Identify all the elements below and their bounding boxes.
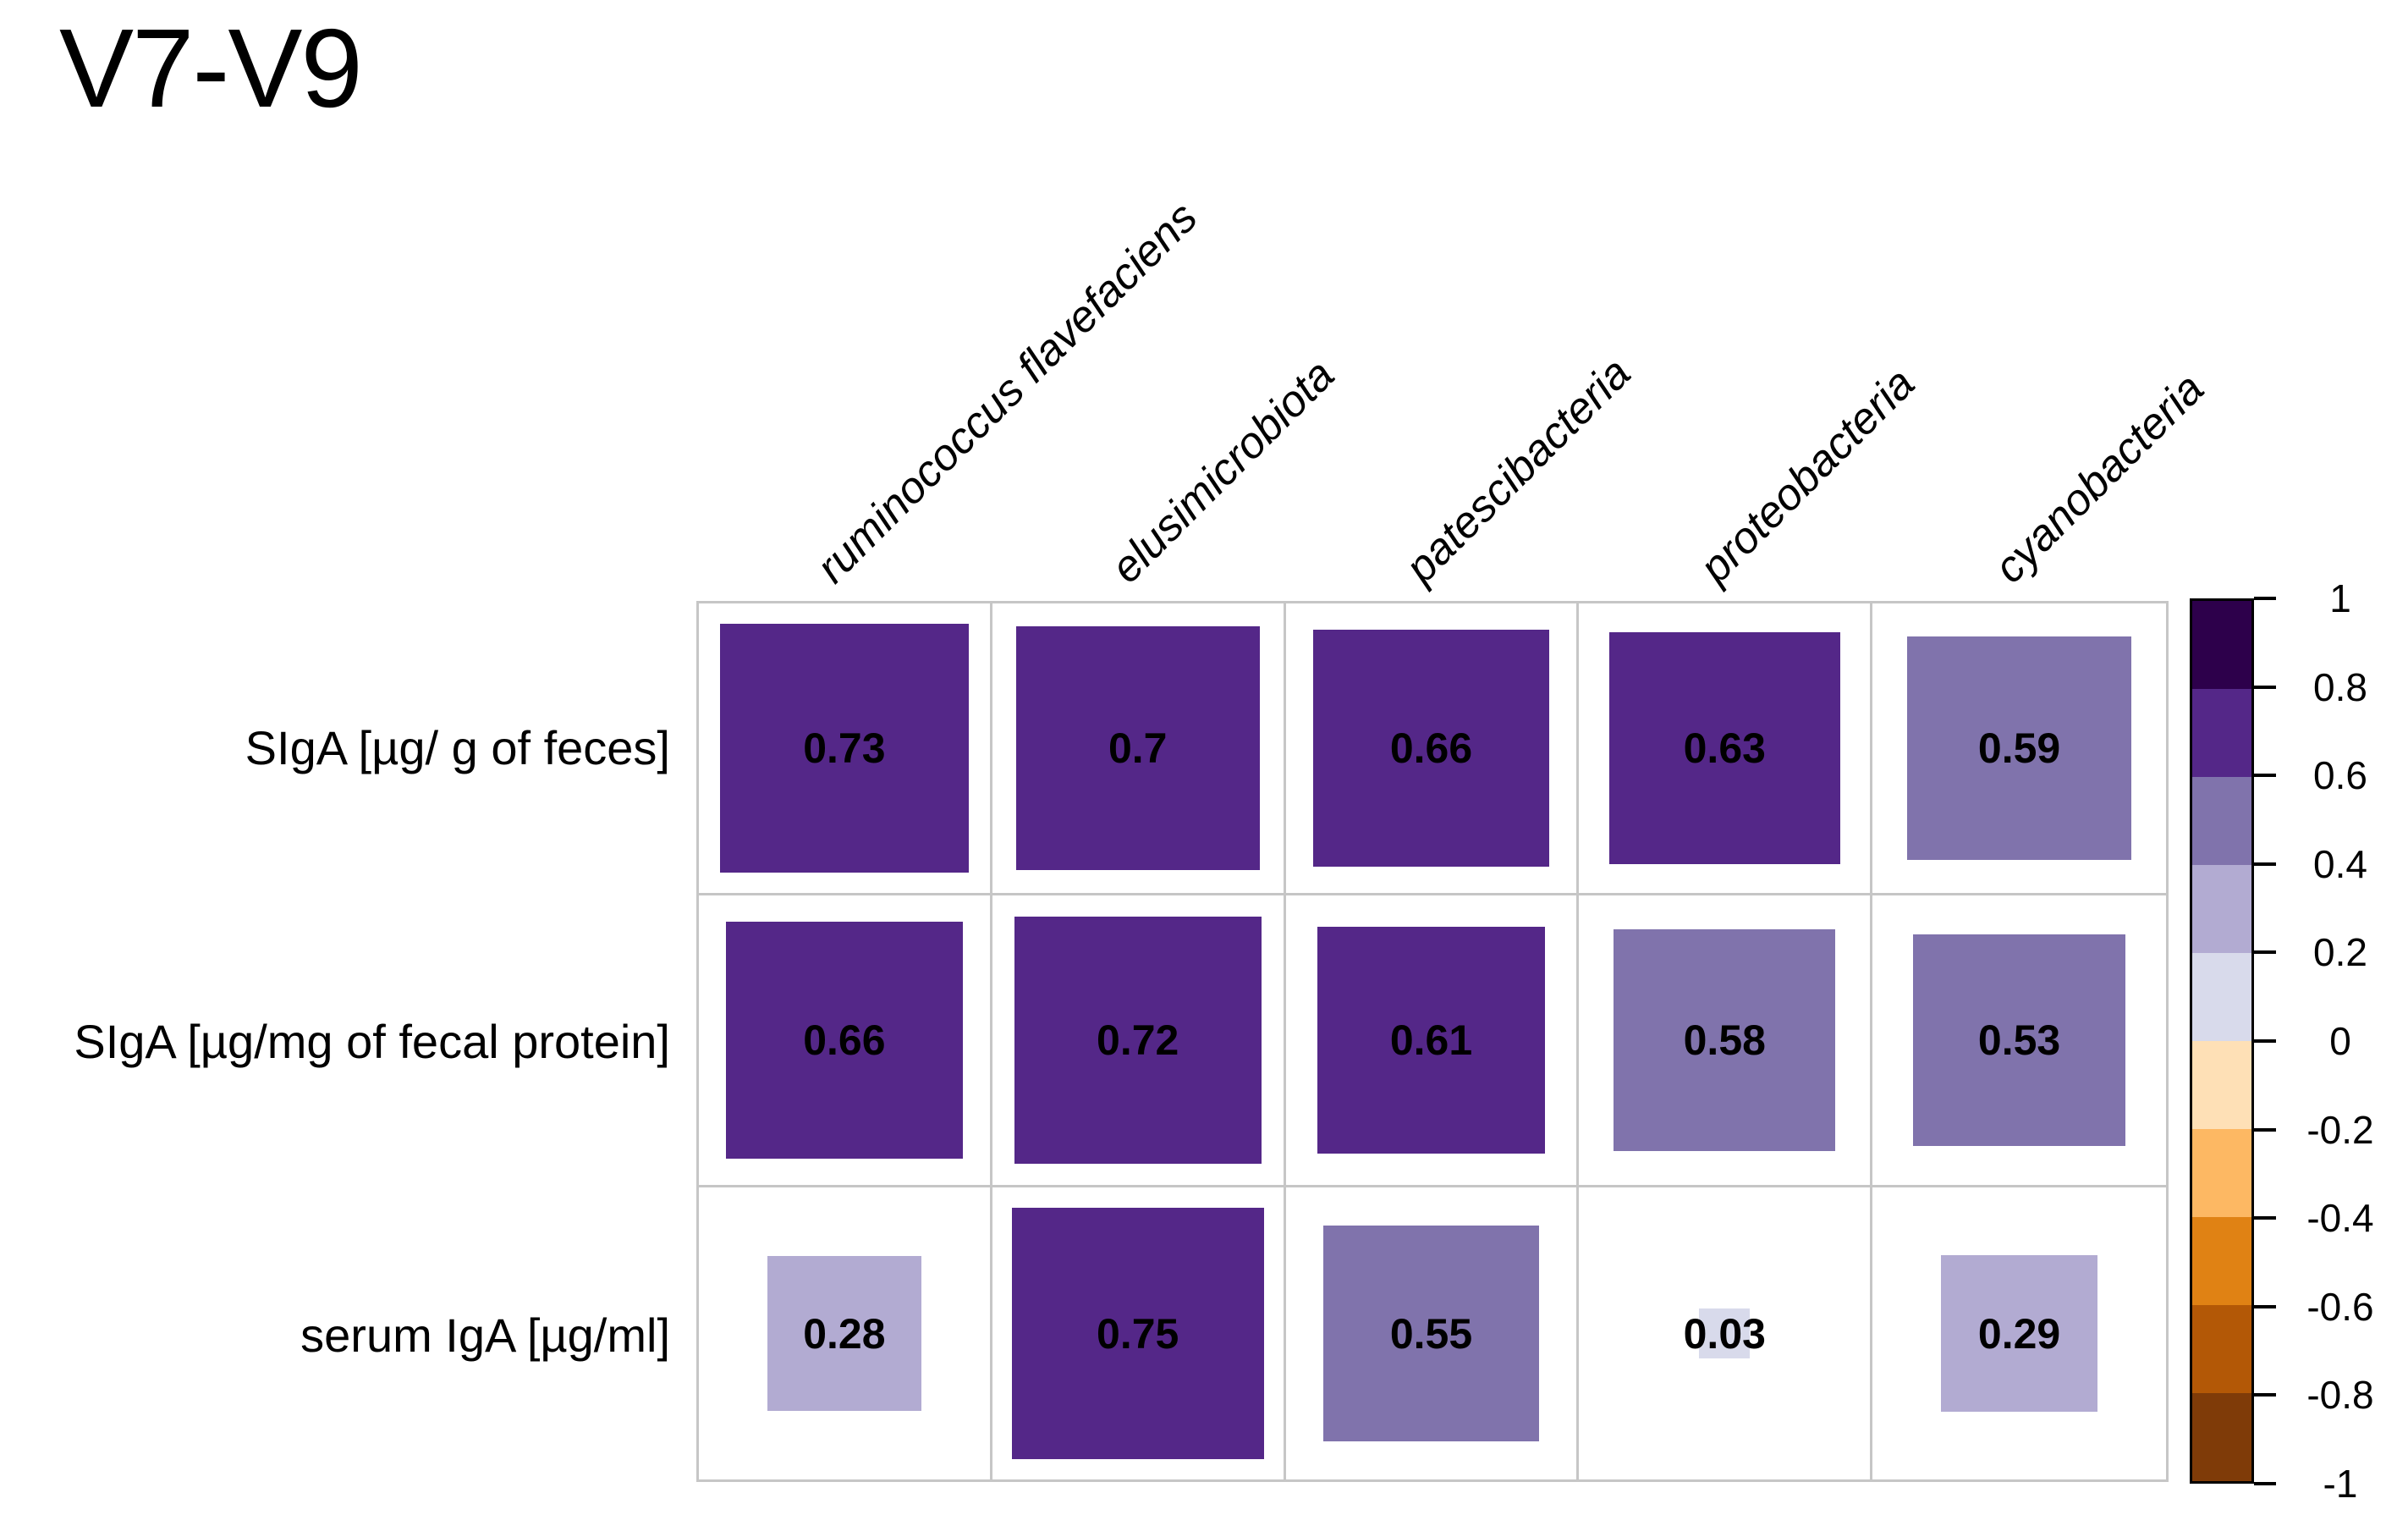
corr-cell: 0.63 [1579,603,1873,895]
colorbar-tick-label: 0.8 [2313,664,2367,709]
colorbar-tick [2254,1216,2276,1220]
corr-square [1014,917,1262,1164]
corr-value: 0.55 [1389,1309,1473,1358]
corr-square [1699,1308,1751,1359]
row-label: serum IgA [µg/ml] [300,1308,670,1362]
corr-square [1322,1225,1540,1442]
colorbar-segment [2192,1393,2251,1481]
corr-cell: 0.61 [1285,895,1580,1187]
corr-square [1940,1254,2098,1413]
colorbar-tick [2254,862,2276,866]
colorbar-tick-label: 0 [2329,1019,2351,1063]
corr-square [726,922,963,1159]
colorbar-tick-label: -0.4 [2306,1196,2374,1241]
corr-value: 0.73 [803,724,886,772]
corr-cell: 0.66 [1285,603,1580,895]
column-label: elusimicrobiota [1102,350,1344,593]
corr-square [1317,926,1545,1154]
corr-cell: 0.03 [1579,1187,1873,1479]
row-label: SIgA [µg/mg of fecal protein] [74,1014,670,1068]
row-label: SIgA [µg/ g of feces] [245,720,670,774]
column-label: proteobacteria [1691,359,1925,593]
corr-square [1312,630,1550,867]
corr-square [1608,632,1840,864]
corr-cell: 0.75 [992,1187,1286,1479]
corr-cell: 0.29 [1872,1187,2166,1479]
colorbar-tick-label: 0.4 [2313,841,2367,886]
colorbar-tick-label: -0.6 [2306,1284,2374,1329]
colorbar-tick [2254,1039,2276,1043]
corr-square [1907,636,2131,861]
corr-value: 0.66 [803,1016,886,1064]
colorbar-segment [2192,953,2251,1041]
colorbar-tick-label: 0.2 [2313,930,2367,975]
colorbar-tick [2254,1393,2276,1397]
corr-cell: 0.28 [699,1187,992,1479]
colorbar-segment [2192,1305,2251,1393]
colorbar-segment [2192,1041,2251,1129]
corr-value: 0.03 [1683,1309,1766,1358]
corr-cell: 0.59 [1872,603,2166,895]
colorbar-tick [2254,597,2276,600]
colorbar-segment [2192,601,2251,689]
colorbar-tick-label: -1 [2323,1462,2358,1506]
corr-value: 0.58 [1683,1016,1766,1064]
colorbar-tick-label: 0.6 [2313,753,2367,798]
colorbar-tick [2254,685,2276,689]
corr-cell: 0.72 [992,895,1286,1187]
corr-cell: 0.53 [1872,895,2166,1187]
colorbar-tick [2254,1482,2276,1485]
corr-square [767,1256,921,1411]
corr-value: 0.63 [1683,724,1766,772]
colorbar [2190,598,2254,1484]
corr-value: 0.29 [1977,1309,2061,1358]
corr-value: 0.66 [1389,724,1473,772]
figure-title: V7-V9 [59,6,363,130]
corr-cell: 0.73 [699,603,992,895]
corr-value: 0.61 [1389,1016,1473,1064]
corr-value: 0.28 [803,1309,886,1358]
colorbar-tick [2254,774,2276,778]
corr-value: 0.53 [1977,1016,2061,1064]
corr-value: 0.72 [1097,1016,1179,1064]
corr-square [719,624,969,873]
colorbar-tick-label: 1 [2329,576,2351,620]
colorbar-tick [2254,1127,2276,1132]
colorbar-tick [2254,950,2276,955]
corr-cell: 0.66 [699,895,992,1187]
colorbar-tick [2254,1304,2276,1308]
correlation-grid: 0.73 0.7 0.66 0.63 0.59 0.66 0.72 0.61 0.58 0.53 0… [696,601,2169,1482]
colorbar-tick-label: -0.8 [2306,1373,2374,1418]
column-label: cyanobacteria [1985,364,2214,593]
corr-value: 0.7 [1108,724,1168,772]
corr-cell: 0.58 [1579,895,1873,1187]
corr-square [1614,929,1836,1151]
corr-value: 0.59 [1977,724,2061,772]
colorbar-segment [2192,1217,2251,1305]
colorbar-tick-label: -0.2 [2306,1107,2374,1152]
corr-square [1913,934,2125,1147]
corr-value: 0.75 [1097,1309,1179,1358]
column-label: patescibacteria [1396,348,1641,593]
colorbar-segment [2192,777,2251,865]
corr-square [1015,626,1260,870]
corr-square [1011,1207,1264,1460]
colorbar-segment [2192,689,2251,777]
colorbar-segment [2192,865,2251,953]
colorbar-segment [2192,1129,2251,1217]
corr-cell: 0.55 [1286,1187,1580,1479]
corr-cell: 0.7 [992,603,1286,895]
